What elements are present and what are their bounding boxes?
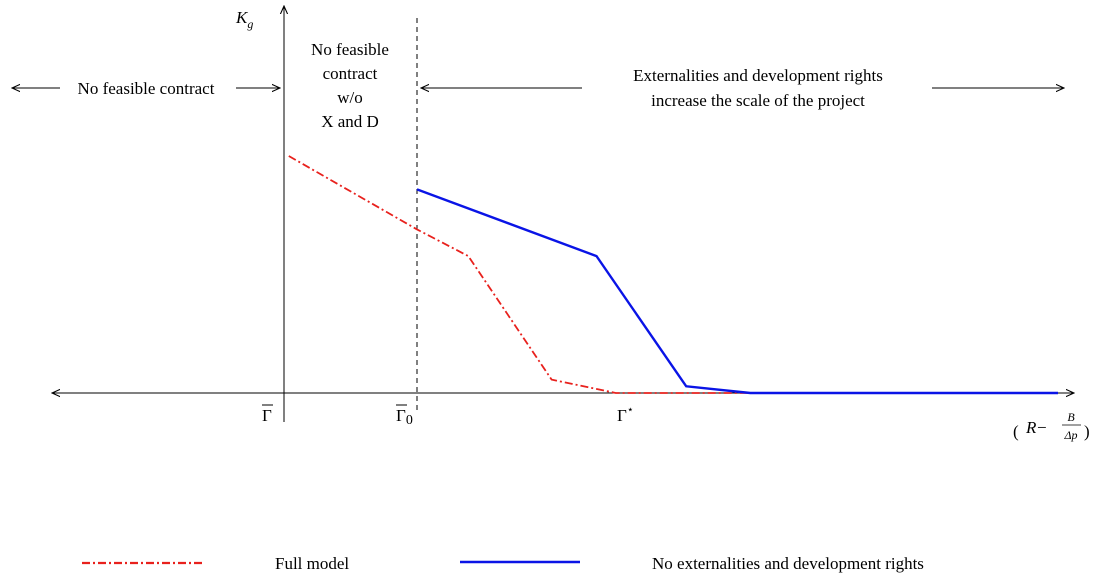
- svg-text:): ): [1084, 422, 1090, 441]
- svg-text:Δp: Δp: [1063, 428, 1077, 442]
- svg-text:Γ: Γ: [262, 406, 272, 425]
- legend: Full model No externalities and developm…: [82, 554, 924, 573]
- x-axis-label: ( R − B Δp ): [1013, 410, 1090, 442]
- svg-text:w/o: w/o: [337, 88, 363, 107]
- region-no-feasible-contract-wo-xd: No feasible contract w/o X and D: [311, 40, 389, 131]
- svg-text:X and D: X and D: [321, 112, 379, 131]
- svg-text:increase the scale of the proj: increase the scale of the project: [651, 91, 865, 110]
- series-line-no-externalities: [416, 188, 1058, 395]
- svg-text:R: R: [1025, 418, 1037, 437]
- svg-text:contract: contract: [323, 64, 378, 83]
- svg-text:Externalities and development: Externalities and development rights: [633, 66, 883, 85]
- svg-text:Γ0: Γ0: [396, 406, 413, 428]
- series-line-full-model: [288, 155, 1058, 394]
- legend-label-no-externalities: No externalities and development rights: [652, 554, 924, 573]
- x-tick-label-gamma0-bar: Γ0: [396, 404, 413, 428]
- svg-text:B: B: [1067, 410, 1075, 424]
- svg-text:−: −: [1037, 418, 1047, 437]
- region-externalities: Externalities and development rights inc…: [421, 66, 1064, 110]
- svg-text:Γ⋆: Γ⋆: [617, 404, 634, 425]
- svg-text:No feasible: No feasible: [311, 40, 389, 59]
- svg-text:(: (: [1013, 422, 1019, 441]
- y-axis-label: Kg: [235, 8, 253, 31]
- legend-label-full-model: Full model: [275, 554, 349, 573]
- x-tick-label-gamma-bar: Γ: [262, 404, 273, 425]
- svg-text:No feasible contract: No feasible contract: [78, 79, 215, 98]
- region-no-feasible-contract: No feasible contract: [12, 79, 280, 98]
- x-tick-label-gamma-star: Γ⋆: [617, 404, 634, 425]
